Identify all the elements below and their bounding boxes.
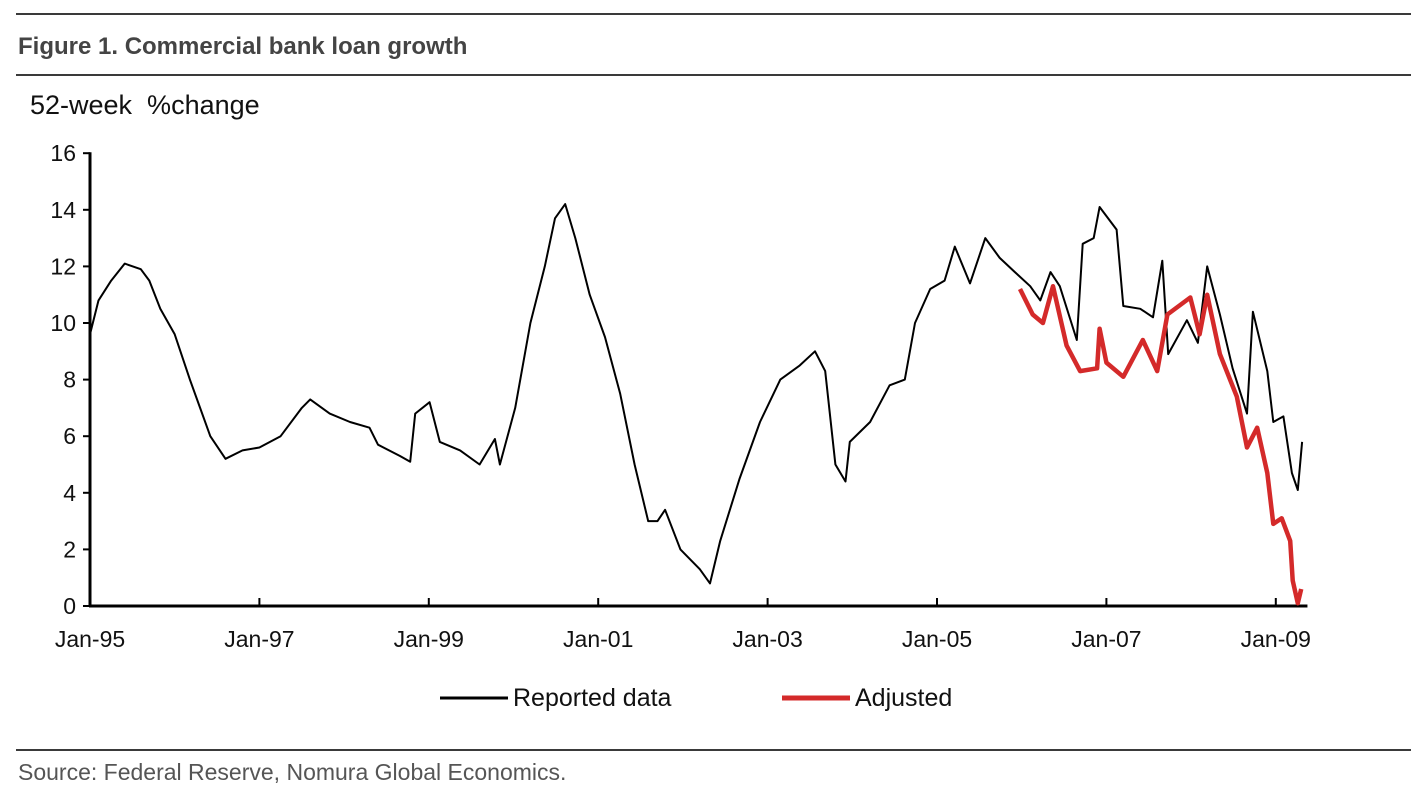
top-rule — [16, 13, 1411, 15]
source-rule — [16, 749, 1411, 751]
y-tick-label: 10 — [50, 310, 76, 336]
y-tick-label: 12 — [50, 253, 76, 279]
y-tick-label: 2 — [63, 536, 76, 562]
y-axis-label: 52-week %change — [30, 90, 260, 120]
adjusted-series-line — [1017, 283, 1304, 606]
x-tick-label: Jan-05 — [902, 626, 972, 652]
y-tick-label: 6 — [63, 423, 76, 449]
legend-label-adjusted: Adjusted — [855, 684, 952, 712]
x-tick-label: Jan-03 — [732, 626, 802, 652]
x-tick-label: Jan-99 — [394, 626, 464, 652]
legend-label-reported: Reported data — [513, 684, 672, 712]
y-tick-label: 0 — [63, 593, 76, 619]
figure-title: Figure 1. Commercial bank loan growth — [18, 33, 468, 60]
y-tick-label: 14 — [50, 197, 76, 223]
x-tick-label: Jan-01 — [563, 626, 633, 652]
x-tick-label: Jan-95 — [55, 626, 125, 652]
reported-series-line — [89, 203, 1304, 585]
x-tick-label: Jan-09 — [1241, 626, 1311, 652]
title-rule — [16, 74, 1411, 76]
y-tick-label: 4 — [63, 480, 76, 506]
y-tick-label: 16 — [50, 140, 76, 166]
x-tick-label: Jan-07 — [1071, 626, 1141, 652]
x-tick-label: Jan-97 — [224, 626, 294, 652]
source-note: Source: Federal Reserve, Nomura Global E… — [18, 759, 567, 785]
y-tick-label: 8 — [63, 367, 76, 393]
